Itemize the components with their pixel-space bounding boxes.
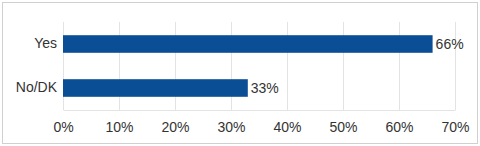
axis-line [64, 110, 456, 111]
x-axis: 0% 10% 20% 30% 40% 50% 60% 70% [53, 110, 469, 135]
bars [63, 35, 433, 97]
tick-label: Yes [34, 35, 57, 51]
tick: Yes [34, 35, 63, 51]
tick: 70% [441, 110, 469, 135]
chart: 0% 10% 20% 30% 40% 50% 60% 70% Yes No/DK 66% 33% [0, 0, 480, 146]
tick-label: 50% [329, 119, 357, 135]
plot: 0% 10% 20% 30% 40% 50% 60% 70% Yes No/DK 66% 33% [16, 22, 470, 135]
tick: 0% [53, 110, 73, 135]
grid [63, 22, 455, 110]
data-labels: 66% 33% [251, 36, 464, 96]
tick-label: 0% [53, 119, 73, 135]
y-axis: Yes No/DK [16, 23, 64, 111]
tick-label: 60% [385, 119, 413, 135]
tick: 50% [329, 110, 357, 135]
tick-label: 40% [273, 119, 301, 135]
frame [3, 3, 478, 144]
data-label: 66% [436, 36, 464, 52]
tick-label: 20% [161, 119, 189, 135]
tick: 40% [273, 110, 301, 135]
tick-label: 30% [217, 119, 245, 135]
bar [63, 35, 433, 53]
tick-label: 10% [105, 119, 133, 135]
tick: 30% [217, 110, 245, 135]
tick-label: 70% [441, 119, 469, 135]
data-label: 33% [251, 80, 279, 96]
tick: No/DK [16, 79, 63, 95]
bar [63, 79, 248, 97]
tick: 10% [105, 110, 133, 135]
tick-label: No/DK [16, 79, 58, 95]
tick: 60% [385, 110, 413, 135]
tick: 20% [161, 110, 189, 135]
